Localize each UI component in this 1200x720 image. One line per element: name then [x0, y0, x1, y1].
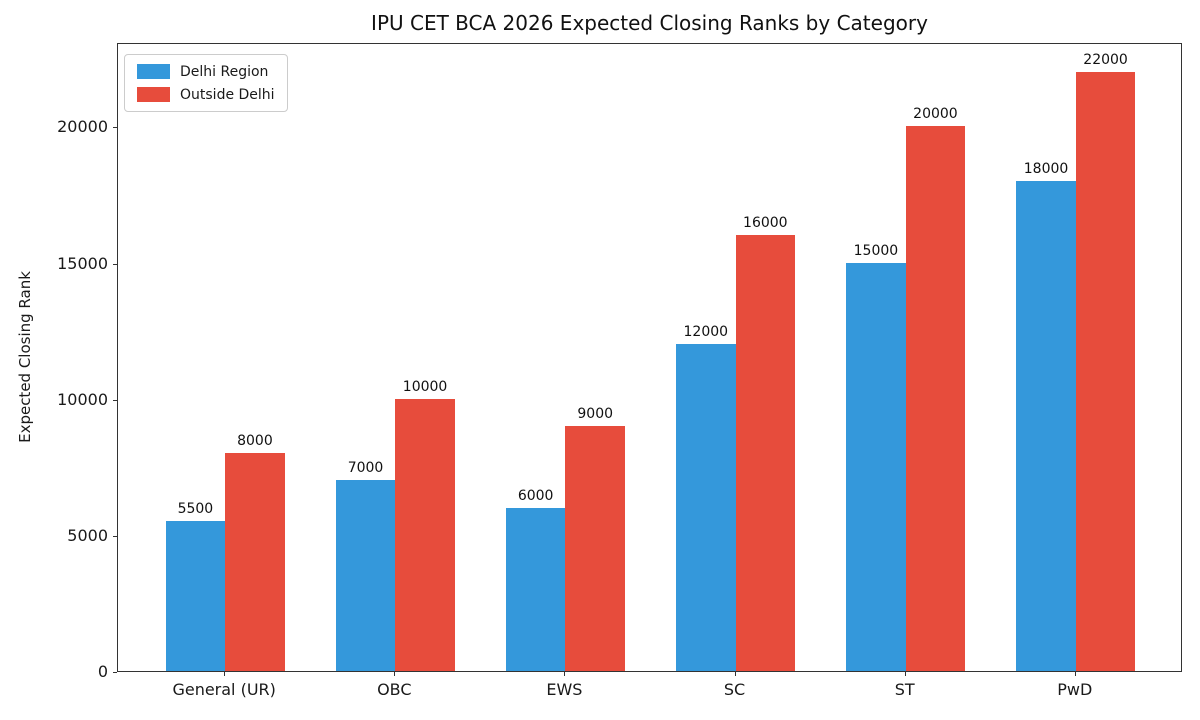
x-tick-label-sc: SC: [723, 680, 746, 699]
x-tick-label-general-ur: General (UR): [172, 680, 276, 699]
x-tick-mark: [1074, 672, 1076, 676]
bar-value-label-outside-delhi-obc: 10000: [402, 378, 448, 395]
legend-swatch-delhi-region: [137, 64, 170, 79]
plot-area: 5500 8000 7000 10000 6000 9000 12000 16000 15000…: [117, 43, 1182, 672]
x-tick-mark: [734, 672, 736, 676]
bar-value-label-delhi-region-general-ur: 5500: [177, 501, 214, 518]
bar-outside-delhi-obc: [395, 398, 455, 671]
bar-value-label-outside-delhi-pwd: 22000: [1083, 51, 1128, 68]
bar-value-label-delhi-region-st: 15000: [853, 242, 899, 259]
bar-delhi-region-pwd: [1016, 180, 1076, 671]
y-tick-label: 5000: [67, 525, 108, 545]
bar-outside-delhi-sc: [735, 235, 796, 671]
y-tick-label: 15000: [57, 253, 108, 273]
x-tick-mark: [904, 672, 906, 676]
bar-value-label-outside-delhi-general-ur: 8000: [237, 433, 273, 450]
x-tick-mark: [224, 672, 226, 676]
x-tick-label-st: ST: [894, 680, 915, 699]
y-tick-label: 0: [97, 662, 108, 681]
legend: Delhi Region Outside Delhi: [124, 54, 288, 112]
y-tick-mark: [113, 263, 117, 265]
bar-outside-delhi-general-ur: [225, 453, 285, 671]
x-tick-label-ews: EWS: [546, 680, 583, 699]
x-tick-mark: [394, 672, 396, 676]
bar-outside-delhi-pwd: [1075, 71, 1136, 671]
bar-delhi-region-st: [846, 262, 906, 671]
y-tick-mark: [113, 127, 117, 129]
bar-delhi-region-ews: [505, 507, 566, 671]
bar-value-label-delhi-region-obc: 7000: [347, 460, 384, 477]
legend-label-outside-delhi: Outside Delhi: [180, 86, 275, 103]
bar-value-label-outside-delhi-ews: 9000: [577, 405, 614, 422]
x-tick-label-pwd: PwD: [1057, 680, 1093, 699]
bar-outside-delhi-ews: [565, 425, 625, 671]
bar-value-label-delhi-region-ews: 6000: [517, 487, 554, 504]
x-tick-label-obc: OBC: [377, 680, 412, 699]
y-tick-label: 20000: [57, 117, 108, 137]
bar-value-label-delhi-region-sc: 12000: [683, 324, 729, 341]
bar-delhi-region-sc: [676, 344, 736, 671]
x-tick-mark: [564, 672, 566, 676]
chart-title: IPU CET BCA 2026 Expected Closing Ranks …: [371, 11, 928, 35]
legend-swatch-outside-delhi: [137, 87, 170, 102]
legend-item-outside-delhi: Outside Delhi: [137, 87, 275, 102]
y-axis-label: Expected Closing Rank: [16, 271, 34, 443]
bar-value-label-outside-delhi-st: 20000: [913, 106, 958, 123]
bar-delhi-region-obc: [335, 480, 396, 671]
bar-value-label-outside-delhi-sc: 16000: [743, 215, 788, 232]
y-tick-label: 10000: [57, 389, 108, 409]
y-tick-mark: [113, 672, 117, 673]
bar-delhi-region-general-ur: [165, 521, 226, 671]
bar-outside-delhi-st: [905, 126, 966, 671]
legend-item-delhi-region: Delhi Region: [137, 64, 275, 79]
y-tick-mark: [113, 535, 117, 537]
y-tick-mark: [113, 399, 117, 401]
bar-value-label-delhi-region-pwd: 18000: [1023, 160, 1069, 177]
legend-label-delhi-region: Delhi Region: [180, 63, 269, 80]
